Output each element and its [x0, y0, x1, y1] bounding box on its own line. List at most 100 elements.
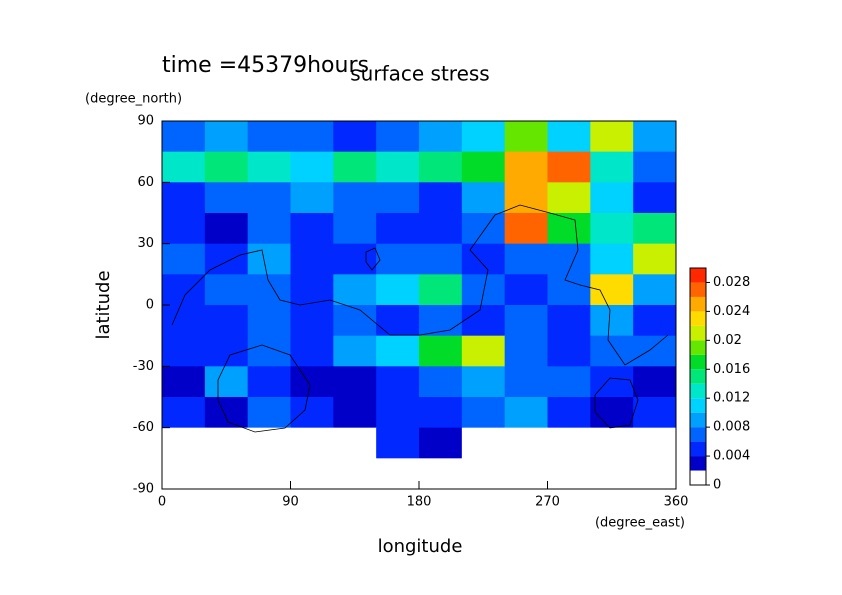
field-cell: [247, 274, 291, 306]
field-cell: [590, 243, 634, 275]
field-cell: [162, 182, 206, 214]
field-cell: [204, 151, 249, 183]
x-unit: (degree_east): [595, 516, 685, 531]
field-cell: [419, 335, 463, 367]
field-cell: [247, 151, 291, 183]
field-cell: [290, 397, 334, 429]
colorbar-band: [690, 282, 706, 297]
field-cell: [461, 151, 506, 183]
field-cell: [333, 305, 377, 337]
x-tick-label: 270: [535, 495, 560, 510]
field-cell: [376, 458, 420, 490]
colorbar-tick-label: 0.024: [713, 304, 750, 319]
field-cell: [333, 335, 377, 367]
field-cell: [547, 151, 591, 183]
field-cell: [461, 243, 506, 275]
field-cell: [333, 213, 377, 245]
coastline: [217, 344, 311, 433]
colorbar-band: [690, 311, 706, 326]
field-cell: [247, 427, 291, 459]
field-cell: [590, 182, 634, 214]
field-cell: [461, 335, 506, 367]
field-cell: [290, 213, 334, 245]
field-cell: [461, 366, 506, 398]
field-cell: [504, 427, 548, 459]
field-cell: [504, 335, 548, 367]
field-cell: [419, 243, 463, 275]
field-cell: [547, 427, 591, 459]
field-cell: [333, 427, 377, 459]
field-cell: [333, 274, 377, 306]
field-cell: [590, 427, 634, 459]
field-cell: [204, 243, 249, 275]
x-tick-label: 0: [158, 495, 166, 510]
field-cell: [290, 182, 334, 214]
field-cell: [590, 335, 634, 367]
field-cell: [633, 397, 677, 429]
field-cell: [204, 366, 249, 398]
field-cell: [504, 397, 548, 429]
colorbar-band: [690, 456, 706, 471]
field-cell: [204, 213, 249, 245]
field-cell: [247, 397, 291, 429]
colorbar-band: [690, 398, 706, 413]
field-cell: [376, 305, 420, 337]
y-tick-label: 60: [137, 175, 154, 190]
field-cell: [590, 151, 634, 183]
y-tick-label: 90: [137, 114, 154, 129]
field-cell: [333, 182, 377, 214]
field-cell: [162, 397, 206, 429]
field-cell: [419, 305, 463, 337]
subtitle: time =45379hours: [162, 53, 369, 78]
field-cell: [162, 121, 206, 153]
field-cell: [419, 366, 463, 398]
field-cell: [162, 213, 206, 245]
field-cell: [547, 335, 591, 367]
field-cell: [461, 305, 506, 337]
field: [162, 121, 677, 490]
field-cell: [633, 335, 677, 367]
field-cell: [247, 213, 291, 245]
field-cell: [633, 427, 677, 459]
field-cell: [376, 213, 420, 245]
field-cell: [333, 121, 377, 153]
coastline: [594, 377, 639, 429]
field-cell: [461, 397, 506, 429]
field-cell: [461, 213, 506, 245]
field-cell: [376, 151, 420, 183]
y-tick-label: -30: [133, 359, 154, 374]
field-cell: [376, 335, 420, 367]
field-cell: [204, 397, 249, 429]
field-cell: [590, 213, 634, 245]
field-cell: [247, 121, 291, 153]
field-cell: [247, 182, 291, 214]
colorbar-tick-label: 0.02: [713, 333, 742, 348]
colorbar-tick-label: 0.004: [713, 449, 750, 464]
field-cell: [419, 397, 463, 429]
field-cell: [547, 121, 591, 153]
field-cell: [419, 274, 463, 306]
y-axis-label: latitude: [93, 270, 114, 339]
field-cell: [504, 458, 548, 490]
field-cell: [504, 213, 548, 245]
field-cell: [247, 243, 291, 275]
field-cell: [547, 213, 591, 245]
field-cell: [633, 182, 677, 214]
field-cell: [504, 121, 548, 153]
field-cell: [376, 427, 420, 459]
field-cell: [290, 427, 334, 459]
field-cell: [547, 366, 591, 398]
field-cell: [162, 458, 206, 490]
colorbar-band: [690, 383, 706, 399]
field-cell: [461, 182, 506, 214]
field-cell: [419, 427, 463, 459]
field-cell: [290, 151, 334, 183]
field-cell: [204, 305, 249, 337]
field-cell: [290, 121, 334, 153]
field-cell: [547, 305, 591, 337]
colorbar-band: [690, 354, 706, 370]
field-cell: [590, 397, 634, 429]
colorbar-tick-label: 0: [713, 478, 721, 493]
field-cell: [547, 182, 591, 214]
field-cell: [204, 458, 249, 490]
